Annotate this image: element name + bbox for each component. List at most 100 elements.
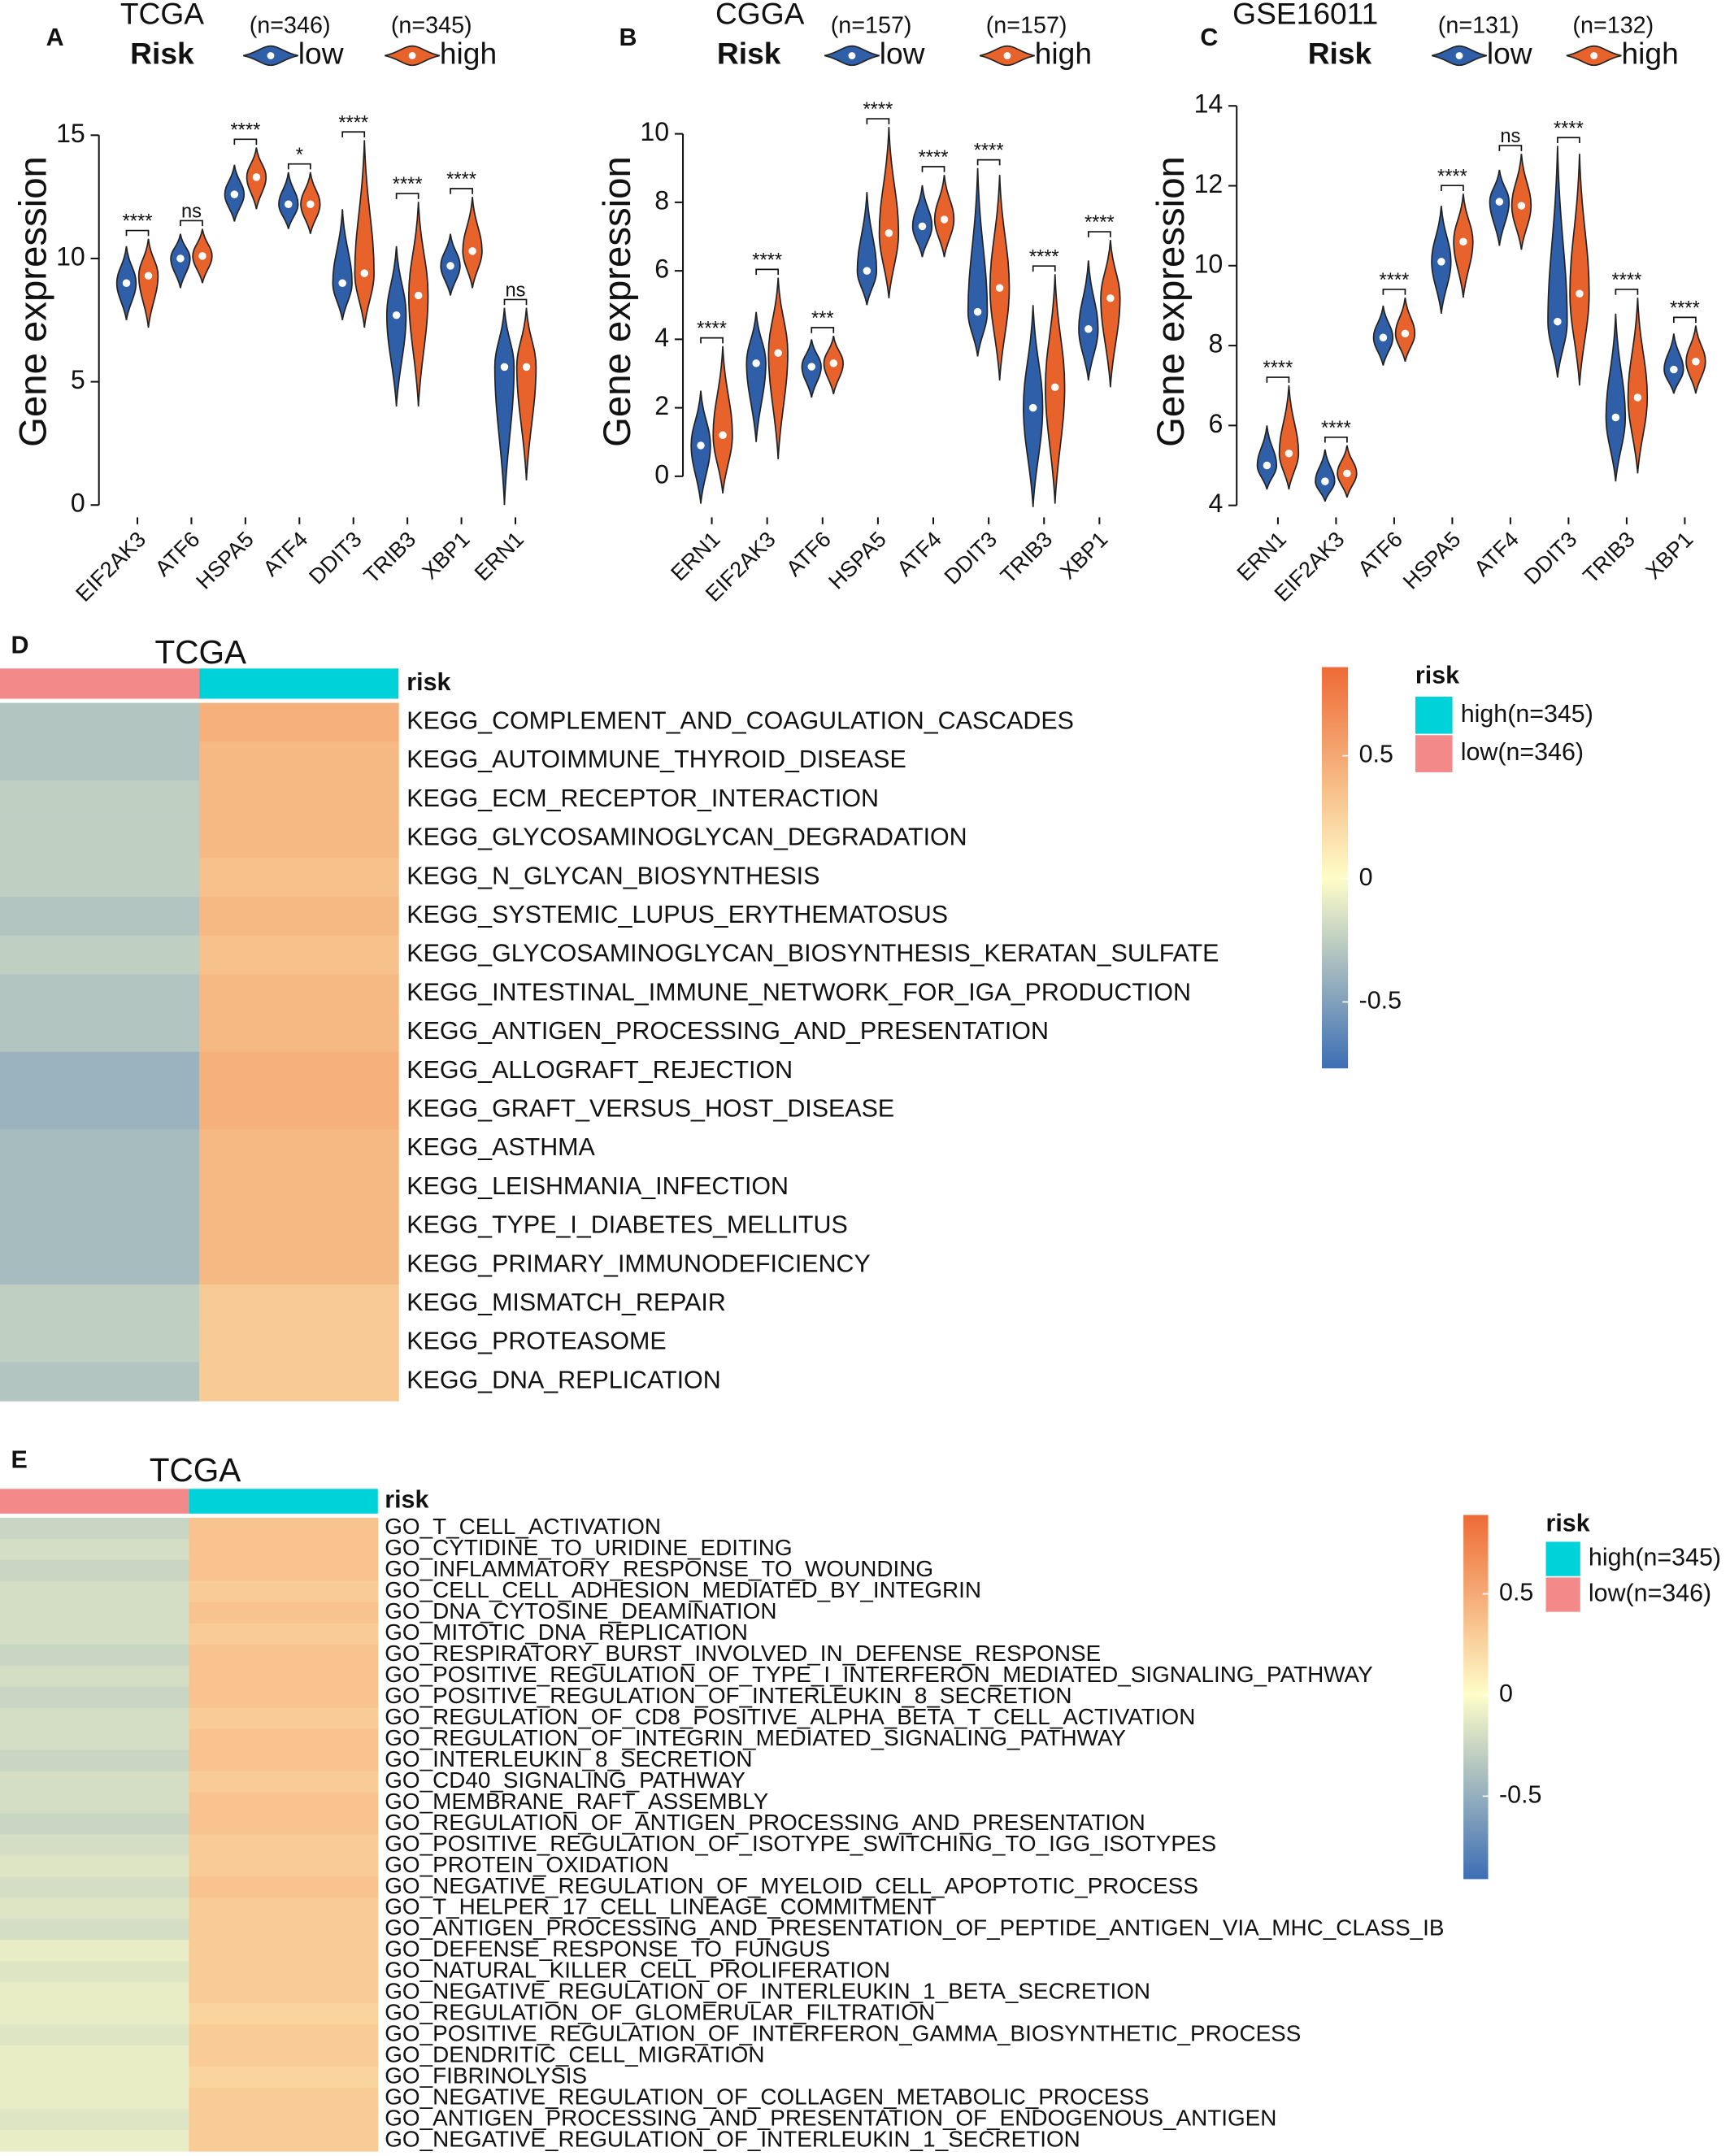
significance-bracket: [395, 193, 419, 199]
heatmap-cell: [189, 1559, 379, 1582]
heatmap-cell: [199, 702, 399, 742]
heatmap-cell: [199, 1129, 399, 1169]
y-tick-label: 0: [654, 459, 669, 489]
violin-median: [1670, 365, 1678, 374]
violin-body: [385, 246, 407, 406]
significance-bracket: [755, 268, 780, 276]
violin-median: [1633, 393, 1642, 402]
heatmap-cell: [0, 1013, 200, 1053]
row-label: KEGG_ANTIGEN_PROCESSING_AND_PRESENTATION: [406, 1017, 1049, 1045]
legend-label: low: [880, 36, 925, 70]
heatmap-cell: [189, 1580, 379, 1603]
row-label: GO_NATURAL_KILLER_CELL_PROLIFERATION: [385, 1958, 890, 1983]
y-tick-label: 6: [654, 254, 669, 284]
violin-median: [1085, 324, 1093, 333]
heatmap-cell: [0, 1167, 200, 1208]
colorbar-tick-label: -0.5: [1499, 1780, 1541, 1808]
violin-body: [1315, 449, 1336, 505]
significance-label: ****: [697, 319, 727, 340]
violin-median: [1263, 461, 1271, 470]
heatmap-cell: [0, 1813, 189, 1835]
violin-median: [360, 269, 368, 277]
row-label: GO_T_CELL_ACTIVATION: [385, 1514, 661, 1539]
heatmap-title: TCGA: [154, 633, 246, 671]
heatmap-cell: [0, 1602, 189, 1624]
y-tick-label: 15: [56, 119, 85, 148]
heatmap-cell: [189, 1517, 379, 1540]
heatmap-cell: [189, 1982, 379, 2004]
heatmap-cell: [0, 1090, 200, 1130]
row-label: GO_CD40_SIGNALING_PATHWAY: [385, 1767, 745, 1793]
violin-body: [493, 307, 515, 506]
significance-bracket: [233, 138, 258, 146]
violin-median: [719, 431, 727, 440]
row-label: GO_NEGATIVE_REGULATION_OF_INTERLEUKIN_1_…: [385, 2126, 1080, 2151]
heatmap-cell: [0, 1707, 189, 1730]
violin-body: [1078, 260, 1099, 380]
heatmap-cell: [199, 741, 399, 781]
violin-median: [1343, 469, 1351, 478]
legend-title: risk: [1546, 1509, 1590, 1537]
heatmap-cell: [189, 1750, 379, 1772]
row-label: GO_REGULATION_OF_INTEGRIN_MEDIATED_SIGNA…: [385, 1725, 1126, 1750]
significance-label: ****: [863, 99, 893, 120]
y-tick-label: 8: [654, 185, 669, 215]
colorbar-tick-label: 0: [1499, 1680, 1513, 1707]
row-label: KEGG_PROTEASOME: [406, 1328, 666, 1355]
violin-median: [252, 173, 261, 181]
y-tick-label: 4: [654, 323, 669, 352]
violin-body: [967, 167, 989, 357]
legend-title: Risk: [130, 36, 194, 70]
row-label: KEGG_ALLOGRAFT_REJECTION: [406, 1056, 793, 1084]
violin-median: [468, 247, 476, 255]
row-label: GO_CELL_CELL_ADHESION_MEDIATED_BY_INTEGR…: [385, 1577, 981, 1602]
row-label: KEGG_INTESTINAL_IMMUNE_NETWORK_FOR_IGA_P…: [406, 978, 1191, 1006]
significance-label: ****: [338, 112, 368, 133]
significance-bracket: [1032, 265, 1056, 272]
violin-median: [774, 349, 782, 357]
heatmap-cell: [0, 1940, 189, 1962]
violin-body: [1453, 193, 1474, 298]
violin-median: [973, 307, 982, 316]
heatmap-cell: [0, 1129, 200, 1169]
legend-label: high(n=345): [1589, 1544, 1721, 1571]
y-tick-label: 6: [1208, 409, 1223, 438]
significance-label: ****: [1321, 418, 1351, 439]
x-tick-label: ATF4: [259, 527, 313, 581]
panel-title: GSE16011: [1232, 0, 1378, 30]
significance-bracket: [1441, 185, 1464, 191]
legend-label: low: [1487, 36, 1532, 70]
heatmap-cell: [199, 819, 399, 858]
heatmap-cell: [189, 1919, 379, 1941]
row-label: KEGG_TYPE_I_DIABETES_MELLITUS: [406, 1211, 847, 1239]
heatmap-cell: [0, 1961, 189, 1983]
significance-bracket: [180, 220, 203, 227]
heatmap-cell: [0, 819, 200, 858]
heatmap-cell: [189, 1940, 379, 1962]
row-label: GO_CYTIDINE_TO_URIDINE_EDITING: [385, 1535, 792, 1560]
violin-median: [829, 359, 838, 367]
heatmap-cell: [189, 1813, 379, 1835]
heatmap-cell: [0, 2130, 189, 2152]
significance-label: ****: [919, 147, 949, 168]
legend-n-label: (n=157): [831, 13, 912, 39]
heatmap-cell: [189, 1728, 379, 1751]
x-tick-label: ERN1: [470, 527, 528, 585]
annotation-bar: [0, 668, 200, 699]
heatmap-cell: [0, 2088, 189, 2110]
heatmap-cell: [0, 1580, 189, 1603]
violin-body: [1100, 240, 1121, 388]
legend-label: low(n=346): [1461, 738, 1584, 766]
significance-label: ****: [1029, 246, 1059, 267]
violin-body: [878, 127, 900, 298]
violin-median: [446, 262, 454, 270]
y-tick-label: 14: [1194, 89, 1224, 119]
heatmap-cell: [189, 2045, 379, 2067]
legend-label: high: [1035, 36, 1092, 70]
colorbar-tick-label: -0.5: [1359, 986, 1402, 1014]
heatmap-cell: [0, 1517, 189, 1540]
legend-swatch-dot: [267, 52, 275, 59]
violin-body: [354, 140, 375, 328]
significance-bracket: [921, 166, 945, 172]
panel-title: CGGA: [715, 0, 805, 30]
